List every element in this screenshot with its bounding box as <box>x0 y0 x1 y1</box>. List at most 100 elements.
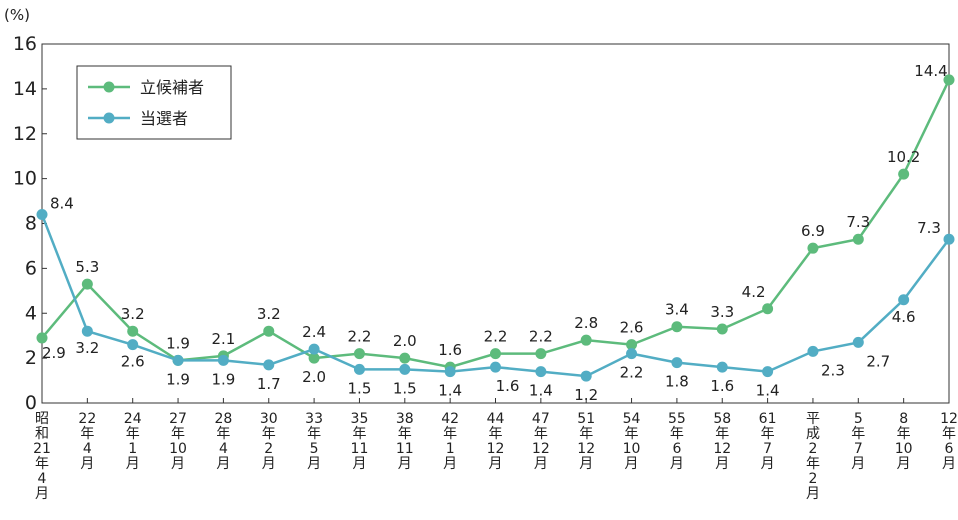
data-point <box>535 366 547 378</box>
data-point <box>716 323 728 335</box>
data-label: 2.6 <box>620 319 644 337</box>
data-point <box>399 363 411 375</box>
data-label: 1.2 <box>574 386 598 404</box>
data-point <box>762 303 774 315</box>
x-tick-label: 42 年 1 月 <box>441 411 459 472</box>
data-label: 2.0 <box>393 332 417 350</box>
x-tick-label: 27 年 10 月 <box>169 411 187 472</box>
data-labels: 2.9 5.3 3.2 1.9 2.1 3.2 2.0 2.2 2.0 1.6 2.2 2.2 2.8 2… <box>42 62 948 404</box>
data-point <box>626 339 638 351</box>
data-label: 1.4 <box>438 382 462 400</box>
y-tick-label: 14 <box>13 78 37 100</box>
data-point <box>127 339 139 351</box>
data-label: 2.0 <box>302 368 326 386</box>
x-tick-label: 38 年 11 月 <box>396 411 414 472</box>
data-label: 2.2 <box>348 328 372 346</box>
data-point <box>716 361 728 373</box>
data-label: 1.5 <box>348 379 372 397</box>
data-point <box>580 334 592 346</box>
data-point <box>217 354 229 366</box>
data-label: 3.2 <box>121 305 145 323</box>
data-label: 1.6 <box>710 377 734 395</box>
x-tick-label: 12 年 6 月 <box>940 411 958 472</box>
data-point <box>943 233 955 245</box>
data-point <box>898 168 910 180</box>
y-tick-label: 10 <box>13 168 37 190</box>
data-label: 1.9 <box>166 370 190 388</box>
data-label: 2.8 <box>574 314 598 332</box>
data-point <box>399 352 411 364</box>
data-label: 1.6 <box>438 341 462 359</box>
x-tick-label: 58 年 12 月 <box>713 411 731 472</box>
legend-label: 立候補者 <box>140 78 204 97</box>
data-point <box>762 366 774 378</box>
legend-swatch-marker <box>103 81 115 93</box>
data-point <box>535 348 547 360</box>
x-tick-label: 22 年 4 月 <box>78 411 96 472</box>
x-tick-label: 平成 2 年 2 月 <box>806 411 820 502</box>
data-label: 4.6 <box>892 308 916 326</box>
x-tick-label: 8 年 10 月 <box>895 411 913 472</box>
data-point <box>308 352 320 364</box>
data-label: 2.4 <box>302 323 326 341</box>
data-point <box>353 363 365 375</box>
x-tick-label: 24 年 1 月 <box>124 411 142 472</box>
data-label: 2.7 <box>866 352 890 370</box>
axes: 0 2 4 6 8 10 12 14 16 昭和 21 年 4 月 22 年 4 月 24 年 1 月 27 年 10 月 28 年 4… <box>13 33 958 502</box>
data-label: 1.4 <box>756 382 780 400</box>
data-point <box>36 332 48 344</box>
data-label: 2.2 <box>620 364 644 382</box>
x-tick-label: 55 年 6 月 <box>668 411 686 472</box>
data-label: 1.9 <box>166 334 190 352</box>
data-label: 10.2 <box>887 148 920 166</box>
legend-label: 当選者 <box>140 109 188 128</box>
data-label: 6.9 <box>801 222 825 240</box>
legend-swatch-marker <box>103 112 115 124</box>
data-point <box>308 343 320 355</box>
y-tick-label: 8 <box>25 213 37 235</box>
data-label: 4.2 <box>742 283 766 301</box>
data-point <box>807 345 819 357</box>
data-point <box>490 348 501 360</box>
y-tick-label: 0 <box>25 392 37 414</box>
data-label: 1.6 <box>496 377 520 395</box>
x-tick-label: 51 年 12 月 <box>577 411 595 472</box>
x-tick-label: 44 年 12 月 <box>487 411 505 472</box>
data-point <box>580 370 592 382</box>
data-label: 2.2 <box>529 328 553 346</box>
data-point <box>127 325 139 337</box>
data-point <box>626 348 638 360</box>
y-tick-label: 4 <box>25 302 37 324</box>
x-tick-label: 54 年 10 月 <box>623 411 641 472</box>
data-label: 1.5 <box>393 379 417 397</box>
data-point <box>852 336 864 348</box>
data-label: 7.3 <box>846 213 870 231</box>
x-tick-label: 30 年 2 月 <box>260 411 278 472</box>
series-points <box>36 74 955 382</box>
x-tick-label: 33 年 5 月 <box>305 411 323 472</box>
data-point <box>81 278 93 290</box>
data-label: 1.7 <box>257 375 281 393</box>
data-label: 2.6 <box>121 353 145 371</box>
data-label: 1.4 <box>529 382 553 400</box>
data-label: 2.9 <box>42 344 66 362</box>
data-point <box>807 242 819 254</box>
data-point <box>263 359 275 371</box>
data-label: 2.1 <box>211 330 235 348</box>
data-point <box>490 361 501 373</box>
data-label: 14.4 <box>914 62 947 80</box>
x-tick-label: 28 年 4 月 <box>214 411 232 472</box>
data-label: 7.3 <box>917 219 941 237</box>
data-label: 3.4 <box>665 301 689 319</box>
data-label: 1.8 <box>665 373 689 391</box>
data-point <box>671 321 683 333</box>
data-point <box>36 209 48 221</box>
y-tick-label: 2 <box>25 347 37 369</box>
data-label: 8.4 <box>50 195 74 213</box>
data-point <box>671 357 683 369</box>
y-tick-label: 12 <box>13 123 37 145</box>
x-tick-label: 昭和 21 年 4 月 <box>33 411 51 502</box>
